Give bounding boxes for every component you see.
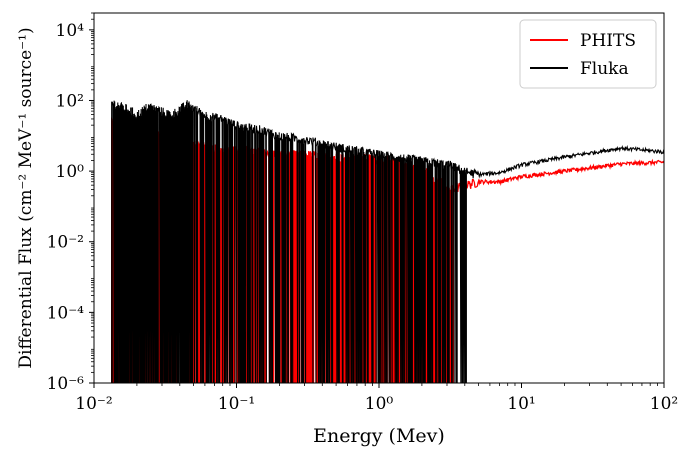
y-tick-label: 10⁻⁴ — [47, 303, 85, 323]
y-tick-label: 10⁻⁶ — [47, 374, 85, 394]
x-tick-label: 10¹ — [507, 394, 535, 414]
series-line-fluka — [111, 100, 664, 383]
legend-label-phits: PHITS — [580, 31, 636, 51]
series-fluka — [111, 100, 664, 383]
legend-box — [519, 19, 657, 89]
x-axis-label: Energy (Mev) — [313, 425, 445, 447]
y-axis-label: Differential Flux (cm⁻² MeV⁻¹ source⁻¹) — [16, 27, 36, 368]
y-tick-label: 10⁴ — [56, 21, 85, 41]
ticks-layer: 10⁻² 10⁻¹ 10⁰ 10¹ 10² 10⁻⁶ 10⁻⁴ 10⁻² 10⁰ 10² 10⁴ — [47, 12, 678, 414]
x-tick-label: 10⁰ — [365, 394, 394, 414]
series-layer — [111, 100, 664, 383]
legend: PHITS Fluka — [519, 19, 657, 89]
y-tick-label: 10⁰ — [56, 162, 85, 182]
y-tick-label: 10⁻² — [47, 233, 84, 253]
legend-label-fluka: Fluka — [580, 59, 629, 79]
x-tick-label: 10⁻² — [75, 394, 112, 414]
x-tick-label: 10² — [650, 394, 678, 414]
x-tick-label: 10⁻¹ — [218, 394, 255, 414]
y-tick-label: 10² — [56, 91, 84, 111]
